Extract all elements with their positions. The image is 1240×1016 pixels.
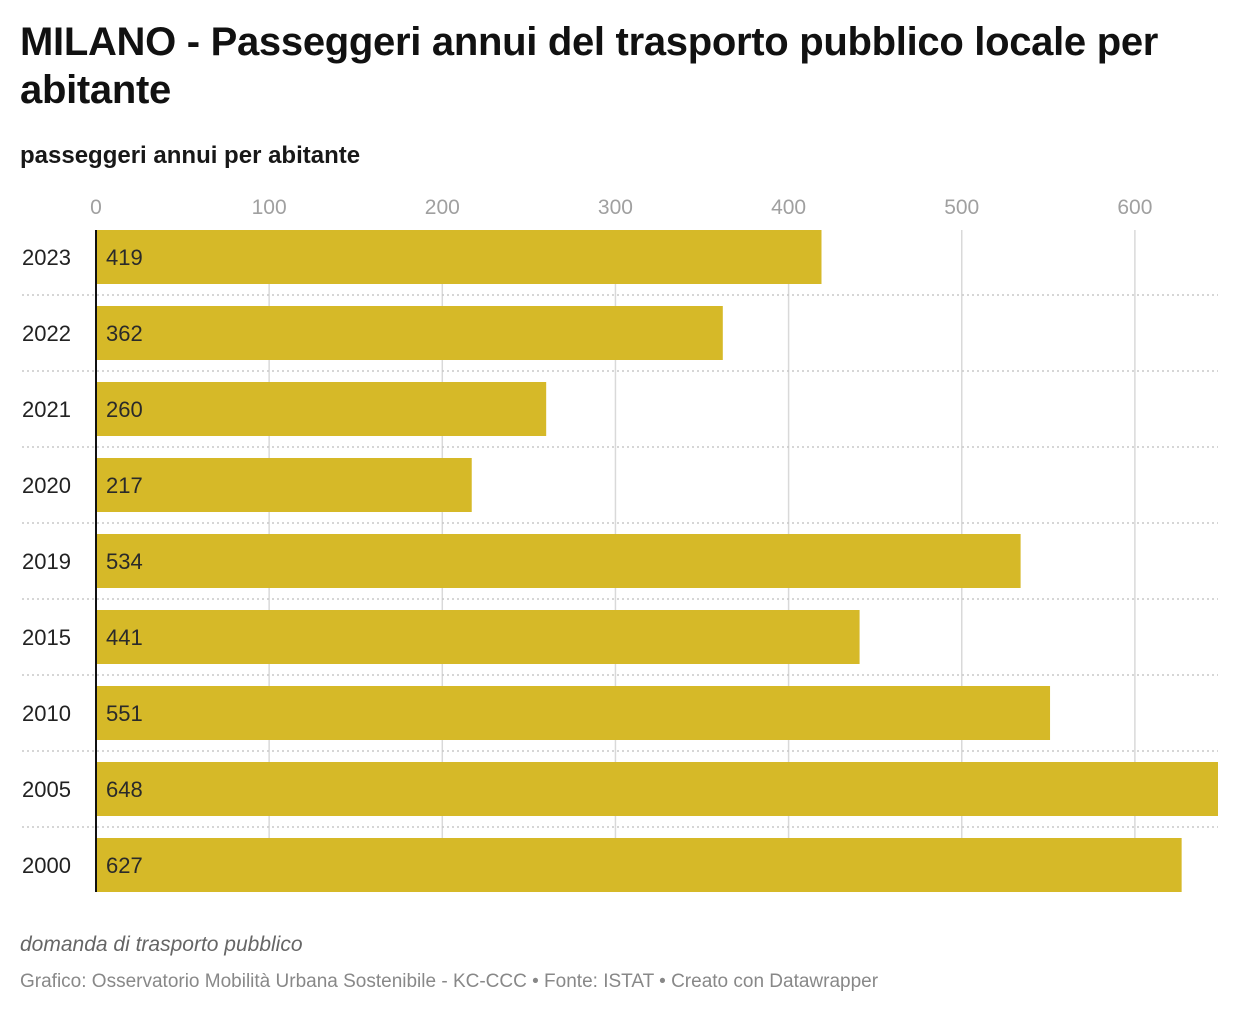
chart-subtitle: passeggeri annui per abitante <box>20 142 361 169</box>
bar-value-label: 260 <box>106 397 143 422</box>
bar-2010 <box>96 686 1051 740</box>
y-category-label: 2000 <box>22 853 71 878</box>
chart-note: domanda di trasporto pubblico <box>20 933 303 956</box>
bar-value-label: 419 <box>106 245 143 270</box>
bar-2022 <box>96 306 723 360</box>
y-category-label: 2022 <box>22 321 71 346</box>
bar-2021 <box>96 382 547 436</box>
bar-2000 <box>96 838 1182 892</box>
x-tick-label: 100 <box>252 196 287 219</box>
y-category-label: 2023 <box>22 245 71 270</box>
x-tick-label: 200 <box>425 196 460 219</box>
bar-chart: 0 100 200 300 400 500 600 2023 419 2022 362 2021 260… <box>22 196 1218 892</box>
x-tick-label: 500 <box>944 196 979 219</box>
y-category-label: 2021 <box>22 397 71 422</box>
y-category-label: 2020 <box>22 473 71 498</box>
chart-source: Grafico: Osservatorio Mobilità Urbana So… <box>20 971 879 992</box>
x-tick-label: 0 <box>90 196 102 219</box>
y-category-label: 2010 <box>22 701 71 726</box>
bar-value-label: 441 <box>106 625 143 650</box>
bar-value-label: 648 <box>106 777 143 802</box>
x-tick-label: 300 <box>598 196 633 219</box>
bar-2023 <box>96 230 822 284</box>
chart-title: MILANO - Passeggeri annui del trasporto … <box>20 20 1159 112</box>
bar-2020 <box>96 458 472 512</box>
bar-2005 <box>96 762 1218 816</box>
x-tick-label: 400 <box>771 196 806 219</box>
bar-value-label: 534 <box>106 549 143 574</box>
bar-2019 <box>96 534 1021 588</box>
bar-value-label: 362 <box>106 321 143 346</box>
x-tick-label: 600 <box>1117 196 1152 219</box>
y-category-label: 2005 <box>22 777 71 802</box>
bar-value-label: 551 <box>106 701 143 726</box>
bar-value-label: 217 <box>106 473 143 498</box>
bar-value-label: 627 <box>106 853 143 878</box>
y-category-label: 2019 <box>22 549 71 574</box>
bar-2015 <box>96 610 860 664</box>
y-category-label: 2015 <box>22 625 71 650</box>
